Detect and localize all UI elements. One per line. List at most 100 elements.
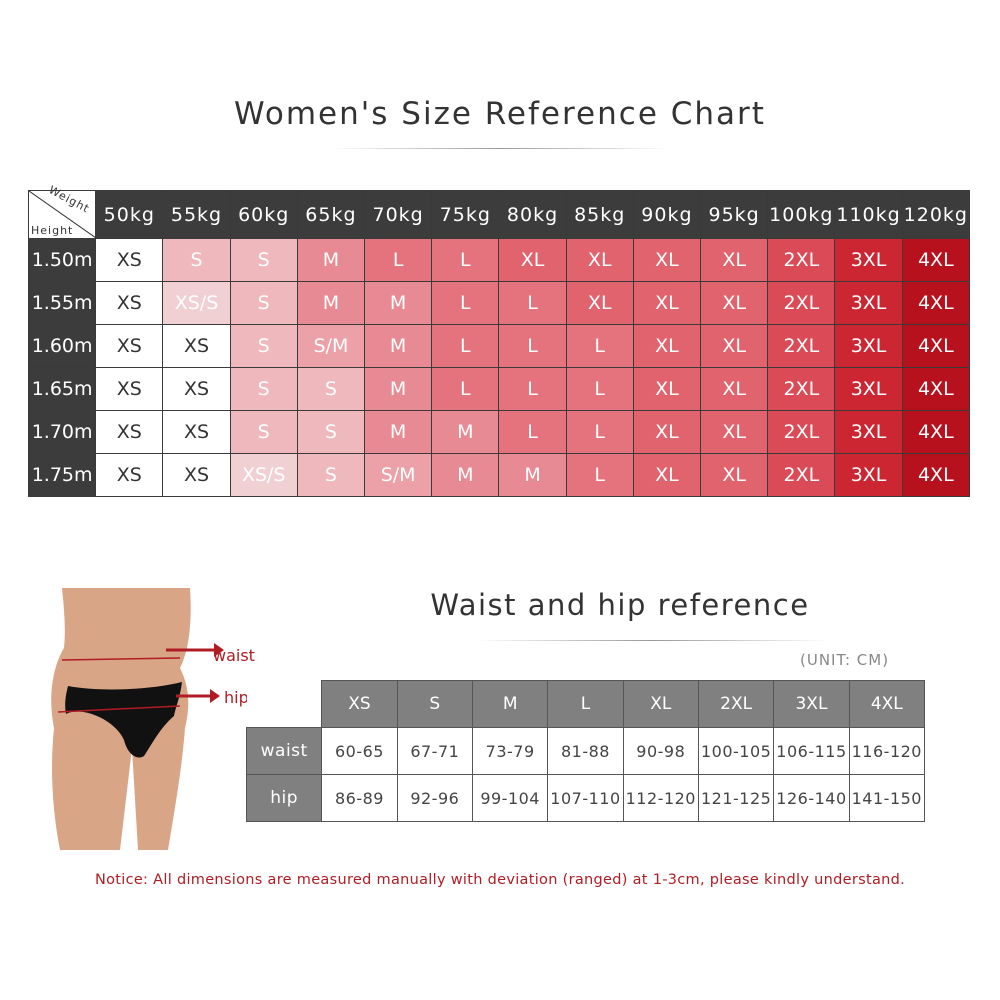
table-row: 1.65m XS XS S S M L L L XL XL 2XL 3XL 4XL xyxy=(27,367,971,411)
size-cell: XS xyxy=(95,324,164,368)
size-cell: M xyxy=(296,238,366,282)
size-header: XS xyxy=(321,680,398,728)
size-cell: XL xyxy=(632,324,702,368)
unit-label: (UNIT: CM) xyxy=(800,651,890,669)
size-cell: XL xyxy=(700,453,769,497)
table-row: waist 60-65 67-71 73-79 81-88 90-98 100-105 106… xyxy=(245,727,926,775)
waist-value: 106-115 xyxy=(773,727,850,775)
size-cell: L xyxy=(431,281,500,325)
notice-text: Notice: All dimensions are measured manu… xyxy=(94,872,906,888)
size-cell: S xyxy=(229,324,298,368)
size-cell: M xyxy=(364,324,433,368)
weight-header: 120kg xyxy=(901,190,971,239)
size-cell: L xyxy=(364,238,433,282)
size-header: S xyxy=(396,680,473,728)
height-axis-label: Height xyxy=(31,224,74,237)
weight-header: 80kg xyxy=(498,190,567,239)
height-label: 1.55m xyxy=(27,281,97,325)
size-cell: XL xyxy=(632,453,702,497)
weight-header: 55kg xyxy=(162,190,231,239)
size-cell: 2XL xyxy=(767,410,836,454)
size-header: L xyxy=(547,680,624,728)
diagonal-line xyxy=(29,191,96,238)
waist-value: 116-120 xyxy=(848,727,926,775)
size-cell: M xyxy=(364,281,433,325)
size-cell: XL xyxy=(700,281,769,325)
size-cell: XL xyxy=(700,238,769,282)
size-cell: 3XL xyxy=(834,453,903,497)
table-row: 1.60m XS XS S S/M M L L L XL XL 2XL 3XL 4XL xyxy=(27,324,971,368)
hip-value: 121-125 xyxy=(697,774,775,822)
weight-header: 85kg xyxy=(565,190,634,239)
size-cell: S xyxy=(229,410,298,454)
height-label: 1.70m xyxy=(27,410,97,454)
size-cell: S xyxy=(162,238,231,282)
size-cell: L xyxy=(498,410,567,454)
blank-corner xyxy=(246,680,322,728)
size-cell: XL xyxy=(700,410,769,454)
weight-header: 110kg xyxy=(834,190,903,239)
weight-header: 95kg xyxy=(700,190,769,239)
size-cell: XS xyxy=(162,453,231,497)
weight-header: 90kg xyxy=(632,190,702,239)
hip-label: hip xyxy=(224,688,249,707)
waist-value: 100-105 xyxy=(697,727,775,775)
waist-value: 60-65 xyxy=(321,727,398,775)
size-cell: L xyxy=(498,281,567,325)
size-cell: XL xyxy=(632,410,702,454)
size-cell: M xyxy=(498,453,567,497)
size-cell: XS xyxy=(95,410,164,454)
size-cell: L xyxy=(431,324,500,368)
waist-value: 90-98 xyxy=(622,727,699,775)
size-cell: XL xyxy=(632,281,702,325)
size-cell: XS xyxy=(162,410,231,454)
size-cell: S/M xyxy=(364,453,433,497)
size-cell: L xyxy=(565,410,634,454)
waist-row-label: waist xyxy=(245,727,323,775)
size-cell: 2XL xyxy=(767,367,836,411)
weight-header: 75kg xyxy=(431,190,500,239)
corner-cell: Weight Height xyxy=(27,183,97,239)
size-cell: 3XL xyxy=(834,238,903,282)
size-cell: 3XL xyxy=(834,324,903,368)
hip-value: 99-104 xyxy=(471,774,549,822)
size-cell: XS xyxy=(95,281,164,325)
size-cell: L xyxy=(565,367,634,411)
title-divider xyxy=(330,148,670,149)
hip-value: 126-140 xyxy=(773,774,850,822)
waist-label: waist xyxy=(213,646,255,665)
waist-value: 81-88 xyxy=(547,727,624,775)
size-header: 3XL xyxy=(773,680,850,728)
waist-value: 73-79 xyxy=(471,727,549,775)
weight-header: 50kg xyxy=(95,190,164,239)
size-cell: XS/S xyxy=(229,453,298,497)
size-cell: L xyxy=(498,367,567,411)
height-label: 1.50m xyxy=(27,238,97,282)
size-cell: S xyxy=(296,367,366,411)
size-cell: M xyxy=(364,410,433,454)
size-cell: S xyxy=(229,281,298,325)
size-cell: 2XL xyxy=(767,324,836,368)
size-cell: 4XL xyxy=(901,281,971,325)
table-row: 1.70m XS XS S S M M L L XL XL 2XL 3XL 4XL xyxy=(27,410,971,454)
size-cell: M xyxy=(296,281,366,325)
size-cell: L xyxy=(565,324,634,368)
size-cell: XL xyxy=(700,324,769,368)
size-cell: L xyxy=(565,453,634,497)
hip-value: 86-89 xyxy=(321,774,398,822)
weight-header: 65kg xyxy=(296,190,366,239)
size-header: 4XL xyxy=(848,680,926,728)
body-measurement-figure xyxy=(40,588,270,854)
size-cell: XL xyxy=(700,367,769,411)
size-cell: XL xyxy=(565,238,634,282)
size-cell: 3XL xyxy=(834,410,903,454)
size-header: M xyxy=(471,680,549,728)
size-header: 2XL xyxy=(697,680,775,728)
weight-header: 60kg xyxy=(229,190,298,239)
size-cell: XS xyxy=(95,367,164,411)
hip-value: 141-150 xyxy=(848,774,926,822)
page-title: Women's Size Reference Chart xyxy=(234,96,766,132)
size-cell: S xyxy=(296,410,366,454)
size-cell: 4XL xyxy=(901,324,971,368)
size-cell: XS xyxy=(162,324,231,368)
